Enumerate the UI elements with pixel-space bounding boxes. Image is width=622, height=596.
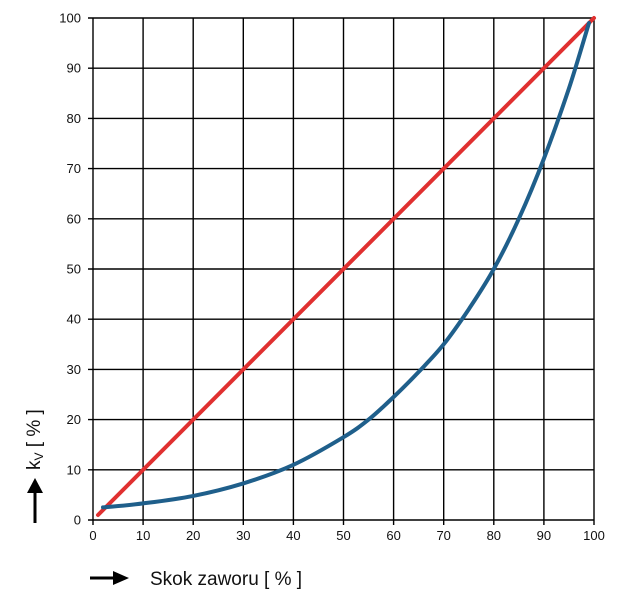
y-tick-label: 50 xyxy=(67,262,81,277)
y-tick-label: 0 xyxy=(74,513,81,528)
y-tick-label: 80 xyxy=(67,111,81,126)
y-tick-label: 10 xyxy=(67,462,81,477)
x-tick-label: 100 xyxy=(583,528,605,543)
x-tick-label: 70 xyxy=(436,528,450,543)
x-tick-label: 90 xyxy=(537,528,551,543)
x-tick-label: 60 xyxy=(386,528,400,543)
x-tick-label: 50 xyxy=(336,528,350,543)
y-axis-title: kV [ % ] xyxy=(24,409,46,470)
y-tick-labels: 0 10 20 30 40 50 60 70 80 90 100 xyxy=(59,11,81,528)
series-equal-percentage-line xyxy=(101,21,591,510)
y-tick-label: 100 xyxy=(59,11,81,26)
x-tick-label: 40 xyxy=(286,528,300,543)
grid xyxy=(88,17,595,525)
y-tick-label: 70 xyxy=(67,161,81,176)
y-axis-title-sub: V xyxy=(32,452,46,460)
y-tick-label: 90 xyxy=(67,61,81,76)
up-arrow-icon xyxy=(27,478,43,523)
y-axis-title-main: k xyxy=(24,460,45,470)
series-group xyxy=(96,16,596,517)
y-tick-label: 40 xyxy=(67,312,81,327)
y-tick-label: 20 xyxy=(67,412,81,427)
y-axis-title-tail: [ % ] xyxy=(24,409,45,452)
x-tick-label: 20 xyxy=(186,528,200,543)
x-tick-label: 30 xyxy=(236,528,250,543)
x-tick-label: 80 xyxy=(487,528,501,543)
x-tick-label: 0 xyxy=(89,528,96,543)
x-tick-label: 10 xyxy=(136,528,150,543)
x-tick-labels: 0 10 20 30 40 50 60 70 80 90 100 xyxy=(89,528,604,543)
y-tick-label: 30 xyxy=(67,362,81,377)
series-linear-line xyxy=(96,16,596,517)
right-arrow-icon xyxy=(90,571,129,585)
y-tick-label: 60 xyxy=(67,211,81,226)
x-axis-title: Skok zaworu [ % ] xyxy=(150,569,302,590)
